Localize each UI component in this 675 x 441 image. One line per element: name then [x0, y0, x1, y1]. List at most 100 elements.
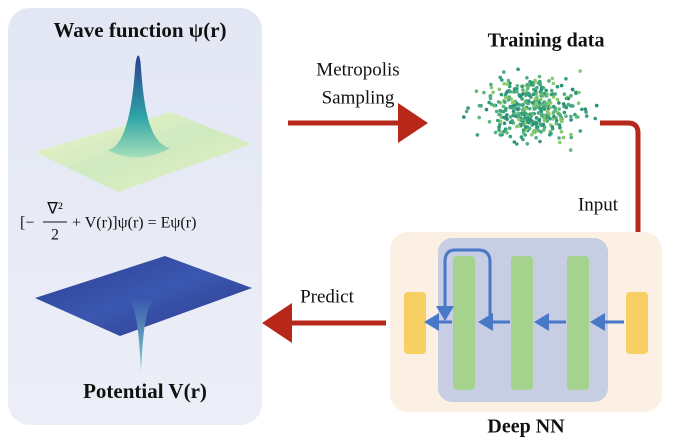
sample-dot [578, 129, 583, 133]
sample-dot [497, 87, 502, 92]
sample-dot [527, 99, 531, 103]
sample-dot [526, 116, 530, 120]
sample-dot [583, 107, 588, 111]
sample-dot [551, 92, 555, 96]
sample-dot [506, 98, 511, 102]
sample-dot [548, 116, 552, 121]
wave-spike [108, 55, 170, 158]
sample-dot [534, 101, 538, 106]
sample-dot [538, 122, 543, 126]
sample-dot [482, 90, 486, 95]
scatter-cloud [462, 67, 599, 152]
sample-dot [477, 103, 482, 108]
training-title: Training data [488, 30, 605, 52]
sample-dot [545, 114, 549, 119]
sample-dot [502, 121, 507, 126]
sample-dot [523, 111, 527, 116]
sample-dot [547, 79, 551, 83]
sample-dot [542, 125, 547, 129]
sample-dot [544, 94, 549, 98]
sample-dot [520, 97, 524, 101]
sample-dot [593, 116, 597, 121]
sample-dot [507, 126, 512, 130]
sample-dot [504, 95, 508, 100]
sample-dot [562, 110, 567, 115]
sample-dot [562, 104, 566, 109]
sample-dot [552, 114, 556, 119]
sample-dot [566, 96, 571, 101]
sample-dot [515, 84, 520, 88]
sample-dot [516, 67, 520, 72]
sample-dot [551, 81, 556, 86]
sample-dot [489, 82, 493, 87]
sample-dot [552, 110, 556, 114]
wave-title: Wave function ψ(r) [53, 18, 226, 42]
sample-dot [487, 120, 492, 124]
sample-dot [533, 80, 537, 84]
sample-dot [570, 87, 575, 92]
sample-dot [525, 76, 529, 80]
sample-dot [511, 106, 516, 111]
network-title: Deep NN [487, 416, 565, 438]
sample-dot [580, 107, 584, 112]
sample-dot [517, 117, 521, 122]
sample-dot [558, 113, 562, 117]
potential-spike [128, 298, 155, 372]
sample-dot [536, 81, 541, 86]
sample-dot [557, 107, 561, 111]
sample-dot [515, 89, 519, 94]
flow-arrows [424, 248, 624, 331]
sampling-label: Sampling [322, 87, 395, 108]
sample-dot [504, 116, 509, 120]
sample-dot [539, 130, 543, 134]
sample-dot [569, 94, 573, 98]
sample-dot [548, 105, 553, 110]
equation-numerator: ∇² [46, 201, 63, 218]
sample-dot [521, 102, 525, 107]
output-layer [404, 292, 426, 354]
sample-dot [507, 84, 512, 89]
recurrent-arrow [436, 248, 492, 321]
sample-dot [519, 93, 523, 98]
sample-dot [574, 115, 579, 119]
sample-dot [508, 115, 513, 119]
sample-dot [505, 82, 510, 86]
sample-dot [521, 131, 526, 135]
sample-dot [531, 130, 536, 134]
sample-dot [527, 126, 532, 131]
sample-dot [496, 118, 500, 123]
sample-dot [554, 118, 559, 123]
sample-dot [535, 105, 539, 109]
sample-dot [498, 119, 503, 124]
sample-dot [512, 100, 517, 104]
sample-dot [499, 92, 504, 97]
sample-dot [503, 127, 508, 131]
sample-dot [505, 113, 509, 117]
equation-denominator: 2 [51, 227, 59, 244]
hidden-layer [453, 256, 475, 390]
sample-dot [574, 90, 578, 95]
hidden-layer [567, 256, 589, 390]
sample-dot [533, 97, 538, 101]
sample-dot [534, 116, 539, 120]
sample-dot [524, 92, 529, 97]
sample-dot [533, 88, 538, 93]
sample-dot [475, 133, 480, 137]
equation-open: [− [20, 215, 34, 232]
sample-dot [549, 88, 554, 93]
sample-dot [557, 101, 561, 105]
sample-dot [512, 87, 517, 91]
sample-dot [500, 78, 504, 82]
sample-dot [532, 122, 536, 126]
sample-dot [502, 82, 507, 86]
sample-dot [474, 89, 479, 93]
sample-dot [540, 114, 544, 118]
sample-dot [507, 95, 512, 99]
sample-dot [550, 125, 555, 129]
sample-dot [498, 75, 503, 80]
sample-dot [525, 86, 530, 91]
sample-dot [512, 140, 517, 144]
input-label: Input [578, 194, 619, 215]
physics-panel [8, 8, 262, 425]
sample-dot [521, 88, 525, 92]
